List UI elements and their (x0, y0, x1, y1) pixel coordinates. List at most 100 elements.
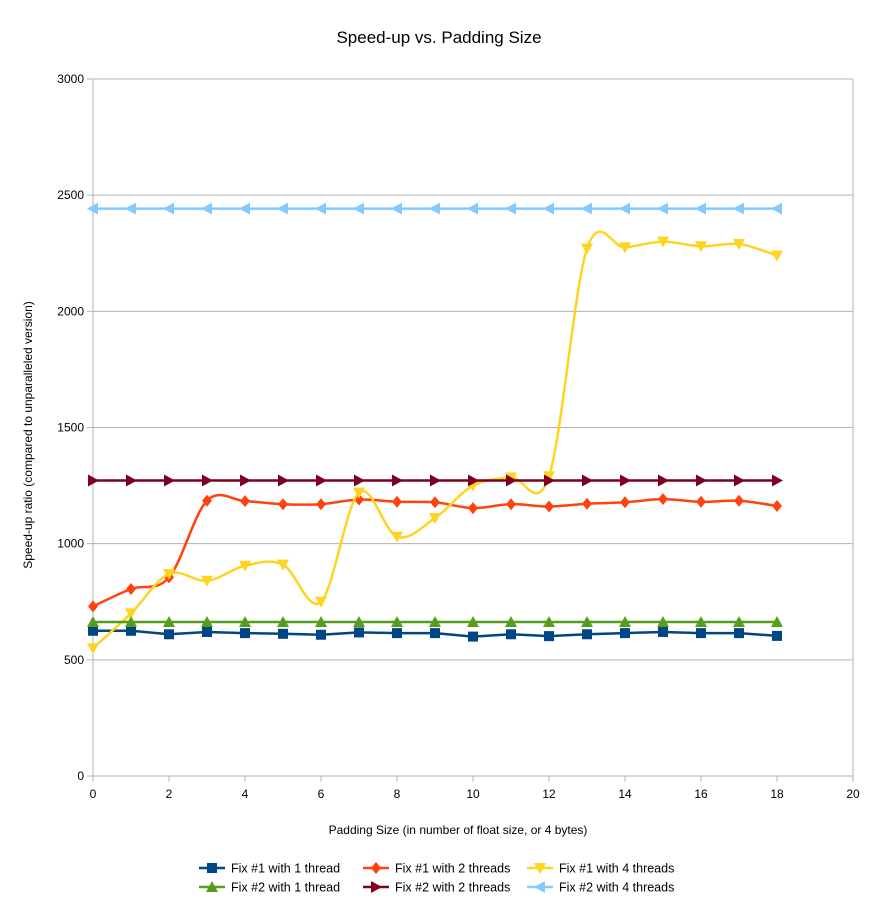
data-point (125, 608, 137, 620)
data-point (315, 596, 327, 608)
data-point (429, 513, 441, 525)
data-point (658, 474, 669, 487)
y-tick-label: 2000 (57, 304, 84, 318)
y-tick-label: 3000 (57, 72, 84, 86)
series-line (92, 493, 778, 608)
data-point (354, 474, 365, 487)
series-1 (88, 625, 782, 642)
data-point (163, 202, 174, 215)
data-point (657, 236, 669, 248)
data-point (734, 474, 745, 487)
data-point (544, 631, 554, 642)
data-point (772, 630, 782, 641)
data-point (353, 616, 365, 627)
x-tick-label: 10 (466, 787, 480, 801)
data-point (582, 629, 592, 640)
legend-entry-2: Fix #1 with 2 threads (363, 862, 510, 876)
data-point (734, 628, 744, 639)
data-point (278, 474, 289, 487)
data-point (201, 575, 213, 587)
data-point (467, 202, 478, 215)
x-tick-label: 4 (242, 787, 249, 801)
legend-entry-3: Fix #1 with 4 threads (527, 862, 674, 876)
x-tick-label: 18 (770, 787, 784, 801)
x-axis-title: Padding Size (in number of float size, o… (329, 823, 588, 837)
data-point (392, 628, 402, 639)
data-point (657, 202, 668, 215)
series-line (92, 230, 778, 650)
legend-entry-4: Fix #2 with 1 thread (199, 881, 340, 895)
data-point (125, 202, 136, 215)
data-point (506, 498, 516, 511)
data-point (353, 487, 365, 499)
y-axis-title: Speed-up ratio (compared to unparalleled… (21, 301, 35, 569)
x-tick-label: 20 (846, 787, 860, 801)
data-point (277, 616, 289, 627)
y-tick-label: 1000 (57, 537, 84, 551)
data-point (278, 498, 288, 511)
data-point (125, 616, 137, 627)
data-point (772, 500, 782, 512)
data-point (696, 495, 706, 508)
data-point (619, 202, 630, 215)
data-point (695, 202, 706, 215)
data-point (696, 628, 706, 639)
data-point (88, 625, 98, 636)
legend-label: Fix #1 with 2 threads (395, 862, 510, 876)
series-3 (87, 230, 783, 655)
data-point (126, 625, 136, 636)
data-point (657, 616, 669, 627)
data-point (202, 626, 212, 637)
data-point (278, 628, 288, 639)
data-point (240, 495, 250, 508)
data-point (315, 616, 327, 627)
data-point (163, 616, 175, 627)
series-lines (87, 202, 783, 655)
data-point (543, 471, 555, 483)
y-tick-label: 0 (77, 769, 84, 783)
x-tick-label: 8 (394, 787, 401, 801)
data-point (620, 474, 631, 487)
data-point (391, 616, 403, 627)
legend-swatch-marker (206, 881, 218, 892)
series-2 (88, 493, 782, 613)
legend-label: Fix #1 with 4 threads (559, 862, 674, 876)
data-point (468, 502, 478, 515)
data-point (391, 202, 402, 215)
legend-entry-6: Fix #2 with 4 threads (527, 881, 674, 895)
data-point (620, 628, 630, 639)
legend-swatch-marker (371, 862, 381, 874)
data-point (505, 616, 517, 627)
data-point (467, 616, 479, 627)
data-point (353, 202, 364, 215)
data-point (277, 559, 289, 571)
data-point (430, 474, 441, 487)
data-point (429, 616, 441, 627)
legend-label: Fix #1 with 1 thread (231, 862, 340, 876)
data-point (695, 241, 707, 253)
x-tick-label: 6 (318, 787, 325, 801)
legend-label: Fix #2 with 4 threads (559, 881, 674, 895)
data-point (392, 495, 402, 508)
data-point (87, 643, 99, 655)
data-point (506, 474, 517, 487)
data-point (582, 497, 592, 510)
data-point (430, 628, 440, 639)
data-point (240, 628, 250, 639)
data-point (88, 600, 98, 613)
data-point (581, 616, 593, 627)
x-tick-label: 12 (542, 787, 556, 801)
data-point (734, 494, 744, 507)
data-point (771, 250, 783, 262)
legend-swatch-marker (371, 881, 382, 893)
data-point (505, 202, 516, 215)
data-point (581, 243, 593, 255)
data-point (544, 500, 554, 513)
x-tick-label: 0 (90, 787, 97, 801)
data-point (315, 202, 326, 215)
data-point (543, 616, 555, 627)
data-point (733, 239, 745, 250)
y-tick-label: 500 (64, 653, 84, 667)
data-point (316, 629, 326, 640)
